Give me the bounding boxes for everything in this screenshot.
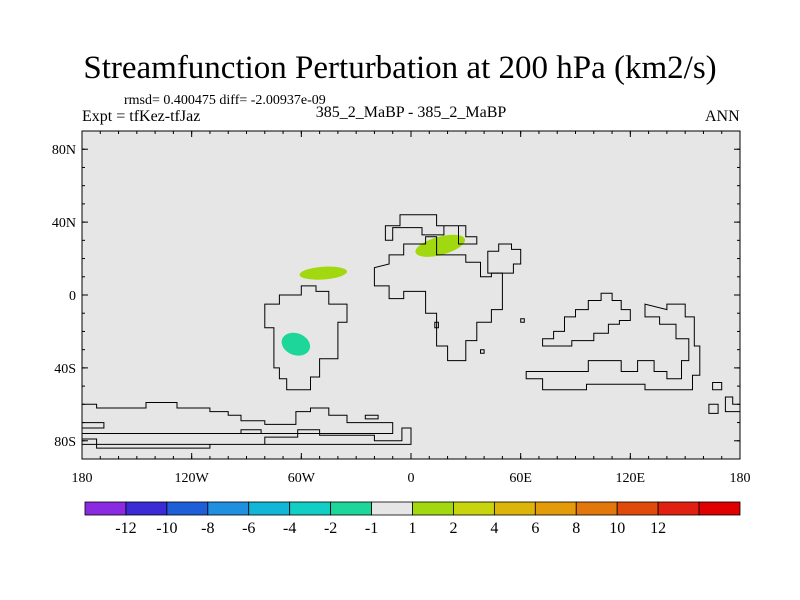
colorbar-swatch (248, 501, 291, 516)
coastline (81, 427, 412, 449)
coastline (712, 382, 723, 391)
colorbar-swatch (575, 501, 618, 516)
colorbar-label: -1 (365, 520, 378, 537)
season-label: ANN (705, 108, 740, 125)
coastline (434, 321, 439, 329)
x-tick-label: 180 (730, 471, 751, 486)
chart-title: Streamfunction Perturbation at 200 hPa (… (83, 50, 717, 86)
colorbar-swatch (84, 501, 127, 516)
colorbar: -12 -10 -8 -6 -4 -2 -1 1 2 4 6 8 10 12 (84, 501, 741, 537)
colorbar-swatch (453, 501, 495, 516)
case-label: 385_2_MaBP - 385_2_MaBP (315, 104, 507, 121)
anomaly-blob (281, 332, 311, 356)
coastline (384, 214, 478, 245)
coastline (520, 318, 525, 323)
colorbar-label: -4 (283, 520, 296, 537)
colorbar-swatch (493, 501, 536, 516)
y-tick-label: 80S (54, 435, 76, 450)
colorbar-label: -8 (201, 520, 214, 537)
y-tick-label: 40N (52, 216, 76, 231)
colorbar-swatch (698, 501, 741, 516)
y-tick-label: 80N (52, 143, 76, 158)
x-tick-label: 180 (72, 471, 93, 486)
colorbar-label: 6 (531, 520, 539, 537)
colorbar-swatch (207, 501, 250, 516)
x-tick-label: 0 (408, 471, 415, 486)
colorbar-label: 12 (650, 520, 666, 537)
colorbar-swatch (289, 501, 332, 516)
coastline (708, 403, 719, 414)
coastline (525, 303, 701, 391)
y-tick-label: 0 (69, 289, 76, 304)
coastline-layer (81, 214, 741, 449)
colorbar-swatch (616, 501, 659, 516)
coastline (240, 429, 262, 434)
colorbar-label: -12 (115, 520, 136, 537)
x-tick-label: 120E (616, 471, 646, 486)
colorbar-label: -6 (242, 520, 255, 537)
colorbar-label: -2 (324, 520, 337, 537)
anomaly-blob (299, 266, 347, 280)
coastline (542, 292, 631, 347)
coastline (364, 414, 379, 420)
coastline (81, 402, 394, 434)
colorbar-swatch (412, 501, 454, 516)
colorbar-label: 1 (409, 520, 417, 537)
colorbar-label: 2 (449, 520, 457, 537)
coastline (487, 243, 522, 274)
stats-label: rmsd= 0.400475 diff= -2.00937e-09 (124, 93, 326, 108)
colorbar-label: 8 (572, 520, 580, 537)
x-tick-label: 120W (175, 471, 210, 486)
colorbar-label: 4 (490, 520, 498, 537)
x-tick-label: 60E (509, 471, 532, 486)
map-background (82, 131, 740, 459)
colorbar-swatch (534, 501, 577, 516)
coastline (480, 349, 485, 354)
colorbar-swatch (330, 501, 372, 516)
colorbar-label: -10 (156, 520, 177, 537)
colorbar-swatch (125, 501, 168, 516)
x-tick-label: 60W (288, 471, 316, 486)
anomaly-blob (415, 234, 466, 257)
y-tick-label: 40S (54, 362, 76, 377)
coastline (264, 285, 348, 391)
colorbar-swatch (657, 501, 700, 516)
anomaly-layer (281, 234, 466, 356)
tick-layer: 180 120W 60W 0 60E 120E 180 80N 40N 0 40S 80S (52, 131, 751, 486)
colorbar-swatch (371, 501, 413, 516)
colorbar-label: 10 (609, 520, 625, 537)
colorbar-swatch (166, 501, 209, 516)
experiment-label: Expt = tfKez-tfJaz (82, 108, 201, 125)
coastline (373, 236, 503, 362)
